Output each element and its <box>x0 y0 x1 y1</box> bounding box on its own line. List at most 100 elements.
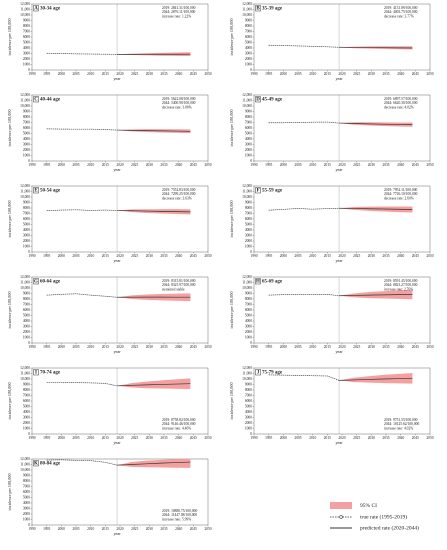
x-tick-label: 2050 <box>204 436 211 440</box>
y-tick-label: 7000 <box>23 393 30 397</box>
y-tick-label: 6000 <box>245 399 252 403</box>
y-tick-label: 10,000 <box>242 377 252 382</box>
y-tick-label: 11,000 <box>20 462 30 467</box>
y-tick-label: 2000 <box>23 421 30 425</box>
panel-letter-box <box>255 187 261 194</box>
y-tick-label: 10,000 <box>20 377 30 382</box>
annotation: 2019: 10880.75/100,000 <box>162 509 197 514</box>
y-tick-label: 1000 <box>245 335 252 339</box>
panel-letter: H <box>256 280 260 285</box>
annotation: decrease rate: 4.02% <box>384 106 414 110</box>
x-tick-label: 2000 <box>280 345 287 349</box>
y-tick-label: 11,000 <box>20 280 30 285</box>
x-tick-label: 2000 <box>58 72 65 76</box>
x-tick-label: 1995 <box>43 345 50 349</box>
annotation: 2019: 7952.11/100,000 <box>384 188 418 193</box>
true-line <box>46 128 118 131</box>
x-tick-label: 2045 <box>412 436 419 440</box>
y-tick-label: 11,000 <box>242 98 252 103</box>
x-tick-label: 2020 <box>116 345 123 349</box>
y-tick-label: 0 <box>250 159 252 163</box>
y-tick-label: 6000 <box>245 308 252 312</box>
x-tick-label: 2035 <box>382 345 389 349</box>
y-tick-label: 3000 <box>245 233 252 237</box>
x-tick-label: 2040 <box>397 254 404 258</box>
y-axis-label: incidence per 100,000 <box>7 382 13 419</box>
annotation: 2019: 8591.45/100,000 <box>384 279 418 284</box>
x-tick-label: 1995 <box>265 163 272 167</box>
x-tick-label: 2040 <box>397 163 404 167</box>
true-line <box>46 381 118 387</box>
y-tick-label: 4000 <box>245 410 252 414</box>
y-axis-label: incidence per 100,000 <box>229 291 235 328</box>
y-tick-label: 8000 <box>245 206 252 210</box>
y-tick-label: 4000 <box>23 410 30 414</box>
panel-letter: I <box>35 371 37 376</box>
y-tick-label: 11,000 <box>20 7 30 12</box>
y-tick-label: 4000 <box>23 501 30 505</box>
x-tick-label: 2005 <box>72 345 79 349</box>
y-tick-label: 1000 <box>23 517 30 521</box>
x-tick-label: 2050 <box>426 436 433 440</box>
x-tick-label: 1995 <box>265 72 272 76</box>
y-tick-label: 4000 <box>245 46 252 50</box>
ci-band <box>117 378 191 390</box>
panel: 010002000300040005000600070008000900010,… <box>229 2 434 81</box>
y-tick-label: 1000 <box>23 244 30 248</box>
true-line <box>268 44 340 48</box>
y-tick-label: 10,000 <box>20 104 30 109</box>
panel: 010002000300040005000600070008000900010,… <box>7 366 212 445</box>
panel-title: 65-69 age <box>262 280 283 285</box>
x-tick-label: 1990 <box>250 163 257 167</box>
panel-title: 70-74 age <box>40 371 61 376</box>
x-axis-label: year <box>335 349 343 354</box>
x-tick-label: 2030 <box>146 527 153 531</box>
x-tick-label: 1995 <box>265 345 272 349</box>
y-tick-label: 12,000 <box>242 2 252 7</box>
panel-title: 75-79 age <box>262 371 283 376</box>
x-tick-label: 2040 <box>397 436 404 440</box>
x-tick-label: 2020 <box>116 527 123 531</box>
y-tick-label: 10,000 <box>20 195 30 200</box>
x-tick-label: 2020 <box>338 345 345 349</box>
x-tick-label: 1995 <box>43 527 50 531</box>
y-tick-label: 8000 <box>23 388 30 392</box>
annotation: decrease rate: 3.63% <box>162 197 192 201</box>
predicted-line <box>339 377 413 381</box>
y-tick-label: 5000 <box>245 404 252 408</box>
y-tick-label: 2000 <box>245 57 252 61</box>
y-tick-label: 0 <box>250 432 252 436</box>
x-tick-label: 2020 <box>116 72 123 76</box>
y-tick-label: 11,000 <box>242 7 252 12</box>
y-tick-label: 5000 <box>23 313 30 317</box>
panel-letter-box <box>255 5 261 12</box>
x-tick-label: 1990 <box>28 72 35 76</box>
x-tick-label: 2025 <box>131 436 138 440</box>
y-tick-label: 4000 <box>245 228 252 232</box>
y-tick-label: 2000 <box>245 330 252 334</box>
x-tick-label: 2005 <box>294 72 301 76</box>
annotation: 2044: 6620.30/100,000 <box>384 101 418 106</box>
y-tick-label: 2000 <box>23 330 30 334</box>
x-tick-label: 2025 <box>131 254 138 258</box>
x-tick-label: 2035 <box>160 345 167 349</box>
true-line <box>268 293 340 297</box>
x-tick-label: 2010 <box>87 345 94 349</box>
x-tick-label: 2005 <box>72 72 79 76</box>
y-tick-label: 6000 <box>245 126 252 130</box>
x-tick-label: 2010 <box>309 72 316 76</box>
panel-letter-box <box>33 96 39 103</box>
y-tick-label: 9000 <box>245 200 252 204</box>
y-tick-label: 12,000 <box>242 184 252 189</box>
x-tick-label: 2025 <box>353 72 360 76</box>
y-tick-label: 1000 <box>245 62 252 66</box>
y-tick-label: 2000 <box>23 512 30 516</box>
x-tick-label: 2050 <box>426 72 433 76</box>
x-tick-label: 1990 <box>250 254 257 258</box>
panel: 010002000300040005000600070008000900010,… <box>7 93 212 172</box>
y-tick-label: 3000 <box>23 142 30 146</box>
y-tick-label: 6000 <box>23 399 30 403</box>
y-tick-label: 5000 <box>245 222 252 226</box>
y-tick-label: 10,000 <box>242 195 252 200</box>
